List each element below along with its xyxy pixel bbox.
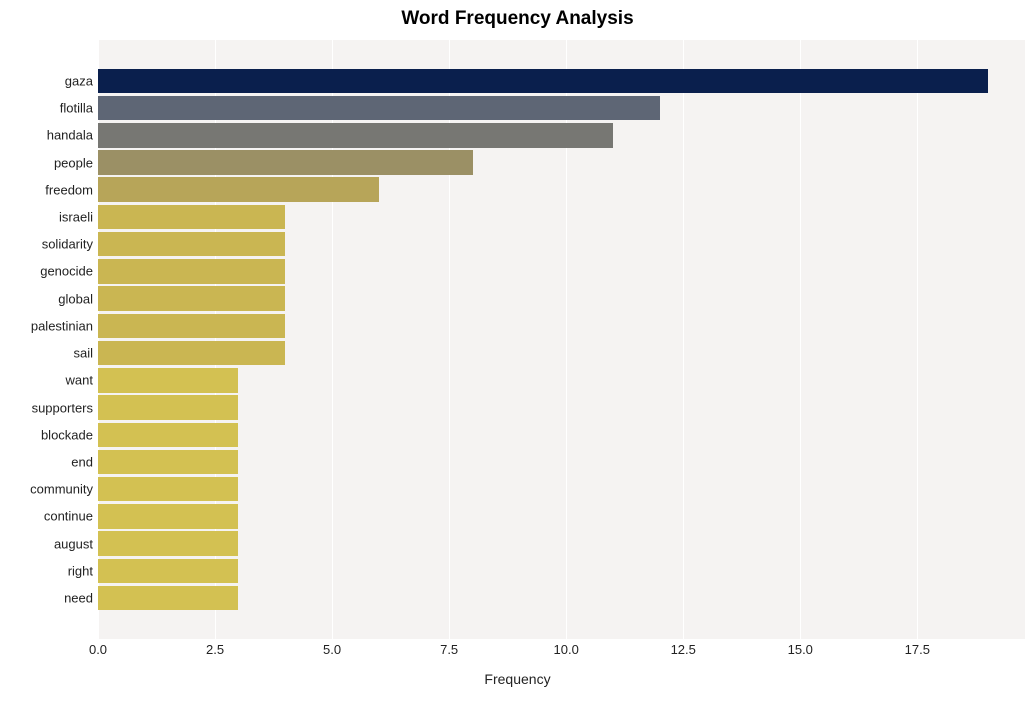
bar (98, 341, 285, 366)
bar-row (98, 177, 379, 202)
bar (98, 395, 238, 420)
bar-row (98, 286, 285, 311)
plot-area (98, 40, 1025, 639)
y-tick-label: genocide (40, 264, 93, 279)
bar (98, 286, 285, 311)
bar-row (98, 314, 285, 339)
y-tick-label: handala (47, 128, 93, 143)
bar (98, 96, 660, 121)
bar-row (98, 368, 238, 393)
y-tick-label: flotilla (60, 101, 93, 116)
bar (98, 69, 988, 94)
bar-row (98, 586, 238, 611)
gridline (800, 40, 801, 639)
gridline (917, 40, 918, 639)
bar (98, 123, 613, 148)
bar (98, 559, 238, 584)
bar (98, 450, 238, 475)
y-tick-label: right (68, 563, 93, 578)
bar (98, 504, 238, 529)
bar-row (98, 531, 238, 556)
bar (98, 586, 238, 611)
gridline (683, 40, 684, 639)
bar-row (98, 559, 238, 584)
bar-row (98, 450, 238, 475)
x-tick-label: 17.5 (905, 642, 930, 657)
bar (98, 259, 285, 284)
chart-title: Word Frequency Analysis (0, 8, 1035, 30)
bar (98, 477, 238, 502)
x-tick-label: 15.0 (788, 642, 813, 657)
y-tick-label: freedom (45, 182, 93, 197)
y-tick-label: august (54, 536, 93, 551)
x-tick-label: 7.5 (440, 642, 458, 657)
bar-row (98, 477, 238, 502)
y-tick-label: end (71, 455, 93, 470)
x-tick-label: 5.0 (323, 642, 341, 657)
y-tick-label: people (54, 155, 93, 170)
y-tick-label: palestinian (31, 318, 93, 333)
bar (98, 150, 473, 175)
x-tick-label: 2.5 (206, 642, 224, 657)
bar (98, 314, 285, 339)
bar-row (98, 96, 660, 121)
x-tick-label: 12.5 (671, 642, 696, 657)
y-tick-label: solidarity (42, 237, 93, 252)
bar-row (98, 150, 473, 175)
y-tick-label: need (64, 591, 93, 606)
bar-row (98, 259, 285, 284)
bar-row (98, 504, 238, 529)
bar-row (98, 232, 285, 257)
y-tick-label: supporters (32, 400, 93, 415)
bar-row (98, 69, 988, 94)
bar-row (98, 395, 238, 420)
y-tick-label: want (66, 373, 93, 388)
x-axis-label: Frequency (0, 671, 1035, 687)
y-tick-label: continue (44, 509, 93, 524)
bar (98, 368, 238, 393)
x-tick-label: 10.0 (554, 642, 579, 657)
bar-row (98, 423, 238, 448)
bar-row (98, 205, 285, 230)
y-tick-label: global (58, 291, 93, 306)
bar-row (98, 123, 613, 148)
y-tick-label: gaza (65, 73, 93, 88)
bar (98, 232, 285, 257)
x-tick-label: 0.0 (89, 642, 107, 657)
bar (98, 177, 379, 202)
bar (98, 205, 285, 230)
y-tick-label: israeli (59, 209, 93, 224)
y-tick-label: sail (73, 346, 93, 361)
bar-row (98, 341, 285, 366)
bar (98, 531, 238, 556)
y-tick-label: blockade (41, 427, 93, 442)
bar (98, 423, 238, 448)
y-tick-label: community (30, 482, 93, 497)
word-frequency-chart: Word Frequency Analysis Frequency 0.0 2.5… (0, 0, 1035, 701)
